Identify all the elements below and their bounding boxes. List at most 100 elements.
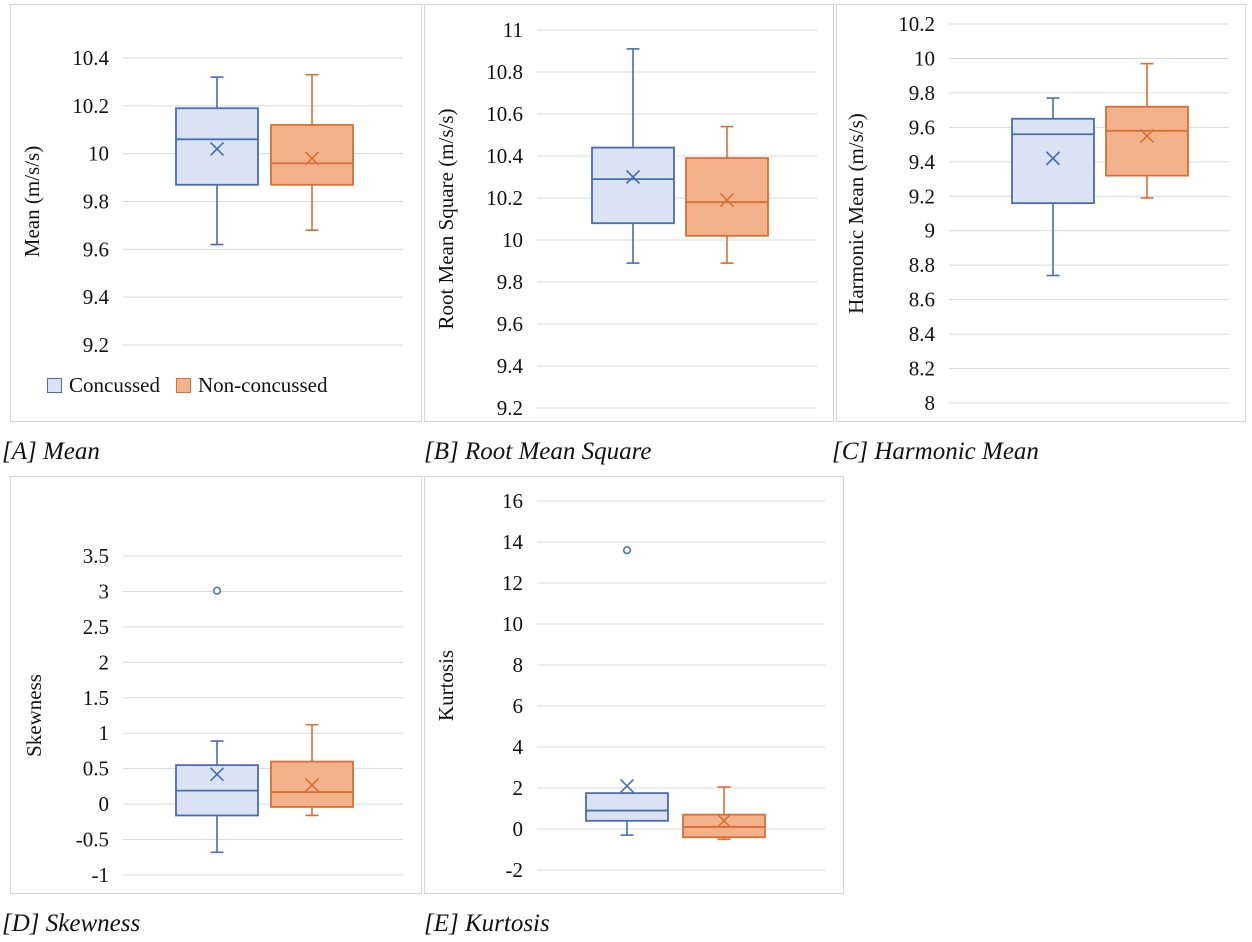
y-tick-label: -0.5	[76, 828, 109, 852]
box-non-concussed	[685, 125, 769, 264]
y-tick-label: 10.6	[486, 102, 523, 126]
y-tick-label: 1	[99, 721, 110, 745]
legend-item-concussed: Concussed	[47, 373, 160, 398]
chart-panel-harmonic-mean: 8 8.2 8.4 8.6 8.8 9 9.2 9.4 9.6 9.8 10 10.2 Harmonic…	[836, 4, 1246, 422]
y-tick-label: 10	[88, 142, 109, 166]
y-axis-label: Mean (m/s/s)	[20, 146, 44, 257]
y-tick-label: 10.4	[72, 46, 109, 70]
y-tick-label: 8.6	[909, 288, 935, 312]
legend-swatch-non-concussed	[176, 378, 191, 393]
y-tick-label: 2	[99, 650, 110, 674]
y-tick-label: 10.2	[72, 94, 109, 118]
chart-harmonic-mean-svg: 8 8.2 8.4 8.6 8.8 9 9.2 9.4 9.6 9.8 10 10.2 Harmonic…	[844, 12, 1229, 415]
chart-kurtosis-svg: -2 0 2 4 6 8 10 12 14 16 Kurtosis	[434, 489, 825, 882]
mean-marker	[619, 778, 635, 794]
iqr-box	[270, 124, 354, 186]
y-tick-label: 10.4	[486, 144, 523, 168]
y-tick-label: 8.2	[909, 357, 935, 381]
y-tick-label: 8.8	[909, 253, 935, 277]
y-tick-label: 10.2	[486, 186, 523, 210]
y-tick-label: 10.2	[898, 12, 935, 36]
y-tick-label: 12	[502, 571, 523, 595]
y-tick-label: -1	[92, 863, 110, 887]
caption-b: [B] Root Mean Square	[424, 438, 652, 465]
iqr-box	[1011, 117, 1095, 205]
mean-marker	[719, 193, 735, 208]
y-axis-label: Root Mean Square (m/s/s)	[434, 108, 458, 329]
y-tick-label: 10.8	[486, 60, 523, 84]
y-tick-label: 10	[502, 228, 523, 252]
y-tick-label: 0.5	[83, 757, 109, 781]
chart-panel-skewness: -1 -0.5 0 0.5 1 1.5 2 2.5 3 3.5 Skewness	[10, 476, 422, 894]
box-non-concussed	[682, 786, 766, 841]
chart-panel-mean: 9.2 9.4 9.6 9.8 10 10.2 10.4 Mean (m/s/s) Concu…	[10, 4, 422, 422]
y-tick-label: 8	[925, 391, 936, 415]
mean-marker	[304, 151, 320, 166]
y-tick-label: 9.8	[83, 190, 109, 214]
caption-d: [D] Skewness	[2, 910, 141, 937]
chart-panel-rms: 9.2 9.4 9.6 9.8 10 10.2 10.4 10.6 10.8 11 Root Mea…	[424, 4, 834, 422]
mean-marker	[625, 169, 641, 185]
mean-marker	[209, 141, 225, 156]
chart-legend: Concussed Non-concussed	[47, 373, 343, 398]
y-tick-label: 3	[99, 579, 110, 603]
caption-a: [A] Mean	[2, 438, 100, 465]
y-tick-label: 9.8	[909, 81, 935, 105]
iqr-box	[682, 813, 766, 839]
mean-marker	[716, 813, 732, 828]
y-tick-label: 9.2	[497, 396, 523, 420]
y-tick-label: 9.6	[83, 237, 109, 261]
y-tick-label: 4	[513, 735, 524, 759]
y-tick-label: 1.5	[83, 686, 109, 710]
y-tick-label: 9.6	[909, 115, 935, 139]
box-concussed	[175, 76, 259, 246]
outlier-point	[212, 586, 222, 595]
y-tick-label: 9.4	[909, 150, 936, 174]
legend-label-non-concussed: Non-concussed	[198, 373, 328, 397]
y-tick-label: 3.5	[83, 544, 109, 568]
y-tick-label: 9.2	[909, 184, 935, 208]
y-tick-label: 8	[513, 653, 524, 677]
y-axis-label: Kurtosis	[434, 650, 458, 721]
legend-item-non-concussed: Non-concussed	[176, 373, 327, 398]
y-tick-label: 10	[914, 46, 935, 70]
outlier-point	[622, 546, 632, 555]
caption-e: [E] Kurtosis	[424, 910, 550, 937]
mean-marker	[304, 777, 320, 793]
iqr-box	[591, 146, 675, 225]
y-tick-label: 2	[513, 776, 524, 800]
y-tick-label: 2.5	[83, 615, 109, 639]
chart-mean-svg: 9.2 9.4 9.6 9.8 10 10.2 10.4 Mean (m/s/s)	[20, 46, 403, 357]
legend-label-concussed: Concussed	[69, 373, 160, 397]
mean-marker	[1045, 151, 1061, 166]
y-tick-label: 11	[503, 18, 523, 42]
iqr-box	[1105, 105, 1189, 177]
box-concussed	[175, 586, 259, 854]
mean-marker	[1139, 128, 1155, 144]
box-concussed	[585, 546, 669, 836]
y-tick-label: 9.4	[497, 354, 524, 378]
y-tick-label: 14	[502, 530, 524, 554]
y-axis-label: Skewness	[22, 674, 46, 757]
chart-skewness-svg: -1 -0.5 0 0.5 1 1.5 2 2.5 3 3.5 Skewness	[22, 544, 403, 887]
box-non-concussed	[1105, 62, 1189, 199]
mean-marker	[209, 767, 225, 782]
y-tick-label: 6	[513, 694, 524, 718]
y-tick-label: 9.4	[83, 285, 110, 309]
iqr-box	[685, 157, 769, 237]
y-axis-label: Harmonic Mean (m/s/s)	[844, 113, 868, 314]
iqr-box	[175, 107, 259, 186]
y-tick-label: 0	[99, 792, 110, 816]
caption-c: [C] Harmonic Mean	[832, 438, 1039, 465]
y-tick-label: 9.8	[497, 270, 523, 294]
box-concussed	[1011, 97, 1095, 277]
y-tick-label: 9.2	[83, 333, 109, 357]
box-non-concussed	[270, 73, 354, 231]
y-tick-label: 0	[513, 817, 524, 841]
box-non-concussed	[270, 723, 354, 817]
y-tick-label: 9.6	[497, 312, 523, 336]
legend-swatch-concussed	[47, 378, 62, 393]
y-tick-label: 16	[502, 489, 523, 513]
y-tick-label: 9	[925, 219, 936, 243]
iqr-box	[585, 792, 669, 822]
